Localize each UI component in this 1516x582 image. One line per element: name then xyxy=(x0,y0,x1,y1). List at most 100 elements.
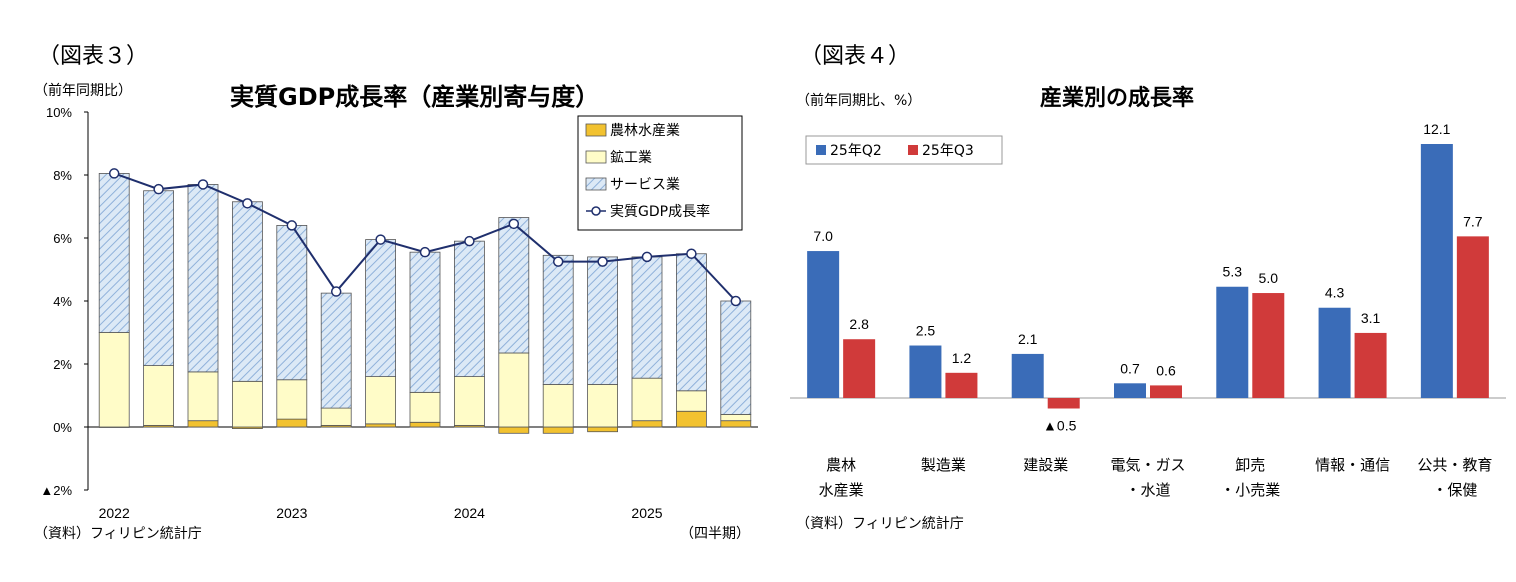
bar-segment xyxy=(631,420,663,428)
gdp-growth-point xyxy=(375,234,386,245)
bar xyxy=(1420,144,1453,398)
data-label: 4.3 xyxy=(1325,285,1345,301)
bar-segment xyxy=(720,300,752,415)
data-label: 0.6 xyxy=(1156,362,1176,378)
bar-segment xyxy=(542,254,574,385)
legend-swatch xyxy=(585,177,607,191)
gdp-growth-point xyxy=(552,256,564,267)
category-label: 建設業 xyxy=(1023,456,1068,474)
y-tick-label: 4% xyxy=(53,294,72,309)
gdp-growth-point xyxy=(286,220,298,231)
legend-label: サービス業 xyxy=(610,177,680,193)
bar-segment xyxy=(587,384,618,428)
gdp-growth-point xyxy=(153,183,164,195)
bar-segment xyxy=(498,426,530,434)
legend-swatch xyxy=(585,123,607,137)
bar-segment xyxy=(676,390,707,412)
bar-segment xyxy=(631,256,663,379)
data-label: 0.7 xyxy=(1120,360,1140,376)
category-label: ・水道 xyxy=(1125,481,1170,499)
bar-segment xyxy=(98,173,130,333)
bar-segment xyxy=(720,413,752,422)
bar-segment xyxy=(365,423,397,428)
bar-segment xyxy=(542,384,574,428)
period-unit-label: （四半期） xyxy=(680,526,750,542)
bar-segment xyxy=(587,426,618,433)
y-tick-label: ▲2% xyxy=(40,483,72,498)
bar-segment xyxy=(498,217,530,354)
bar xyxy=(1114,383,1146,398)
y-unit-label-right: （前年同期比、%） xyxy=(796,93,922,109)
bar xyxy=(909,345,942,398)
bar xyxy=(807,251,840,398)
legend-label: 実質GDP成長率 xyxy=(610,203,710,220)
bar-segment xyxy=(98,332,130,428)
data-label: 2.5 xyxy=(916,323,936,339)
data-label: 7.7 xyxy=(1463,213,1483,229)
data-label: 1.2 xyxy=(952,350,972,366)
bar-segment xyxy=(365,239,397,377)
data-label: 2.8 xyxy=(849,316,869,332)
y-tick-label: 8% xyxy=(53,168,72,183)
legend-box xyxy=(805,135,1003,165)
bar xyxy=(1318,307,1351,398)
bar-segment xyxy=(587,256,618,385)
bar xyxy=(1216,286,1249,398)
gdp-growth-point xyxy=(508,218,520,230)
gdp-growth-point xyxy=(108,168,120,179)
bar-segment xyxy=(453,376,485,426)
bar-segment xyxy=(676,410,707,428)
gdp-growth-point xyxy=(464,235,475,247)
y-tick-label: 10% xyxy=(46,105,72,120)
source-note-right: （資料）フィリピン統計庁 xyxy=(796,516,964,532)
bar xyxy=(843,339,876,398)
bar-segment xyxy=(320,407,352,426)
bar-segment xyxy=(320,292,352,409)
bar-segment xyxy=(676,253,707,392)
chart-title-right: 産業別の成長率 xyxy=(1040,86,1195,111)
bar-segment xyxy=(498,352,530,428)
bar-segment xyxy=(276,379,308,420)
bar-segment xyxy=(231,380,263,428)
bar-segment xyxy=(542,426,574,434)
bar xyxy=(1150,385,1182,398)
bar xyxy=(1456,236,1489,398)
legend-swatch xyxy=(585,150,607,164)
gdp-growth-point xyxy=(242,198,253,209)
bar-segment xyxy=(187,371,219,422)
y-tick-label: 0% xyxy=(53,420,72,435)
category-label: ・保健 xyxy=(1432,481,1477,499)
bar-segment xyxy=(276,418,308,428)
legend-marker-swatch xyxy=(591,206,601,216)
gdp-growth-point xyxy=(197,179,209,190)
gdp-growth-point xyxy=(686,248,697,259)
y-tick-label: 6% xyxy=(53,231,72,246)
x-year-label: 2022 xyxy=(99,505,130,521)
bar-segment xyxy=(409,421,441,428)
gdp-growth-point xyxy=(730,295,742,307)
gdp-growth-point xyxy=(641,251,653,263)
bar-segment xyxy=(409,391,441,423)
bar-segment xyxy=(276,224,308,381)
gdp-growth-point xyxy=(597,256,608,267)
x-year-label: 2023 xyxy=(276,505,307,521)
gdp-growth-point xyxy=(330,286,342,297)
legend-label: 25年Q2 xyxy=(830,143,882,159)
bar-segment xyxy=(409,251,441,393)
bar-segment xyxy=(187,184,219,373)
category-label: 水産業 xyxy=(819,481,864,499)
source-note-left: （資料）フィリピン統計庁 xyxy=(34,526,202,542)
legend-label: 鉱工業 xyxy=(610,149,652,166)
bar-segment xyxy=(365,376,397,425)
gdp-contribution-chart: 10% 8% 6% 4% 2% 0% ▲2% 2022 2023 2024 2025 農林水産業鉱工業… xyxy=(40,105,758,521)
x-year-label: 2024 xyxy=(454,505,485,521)
category-label: 製造業 xyxy=(921,456,966,474)
bar-segment xyxy=(143,365,175,426)
x-year-label: 2025 xyxy=(631,505,662,521)
data-label: 3.1 xyxy=(1361,310,1381,326)
data-label: 7.0 xyxy=(813,228,833,244)
bar xyxy=(1047,398,1080,409)
figure-label-right: （図表４） xyxy=(800,44,911,69)
figure-label-left: （図表３） xyxy=(38,44,149,69)
category-label: 電気・ガス xyxy=(1110,456,1185,474)
